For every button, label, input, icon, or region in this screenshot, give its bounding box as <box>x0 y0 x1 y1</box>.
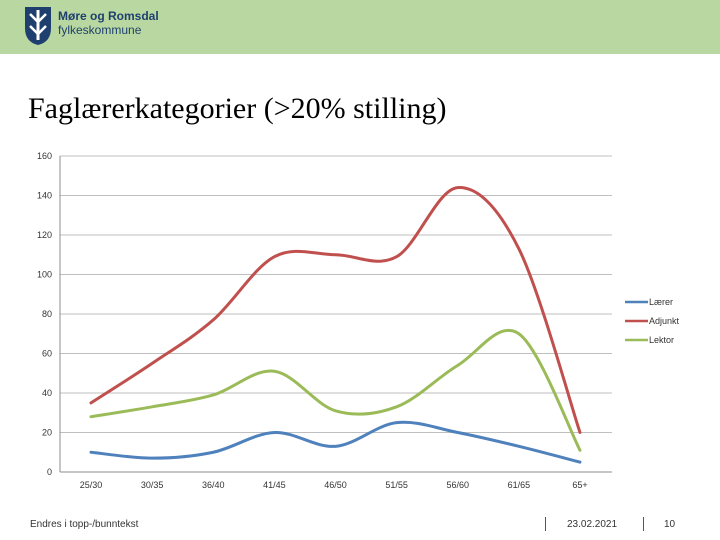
x-tick-label: 61/65 <box>508 480 531 490</box>
data-point <box>90 415 92 418</box>
data-point <box>456 431 459 434</box>
data-point <box>518 332 520 335</box>
data-point <box>90 402 92 404</box>
series-line-0 <box>89 420 582 464</box>
x-tick-label: 56/60 <box>446 480 469 490</box>
y-tick-label: 0 <box>47 467 52 477</box>
page-number: 10 <box>664 519 676 530</box>
data-point <box>518 248 520 250</box>
data-point <box>334 445 337 448</box>
y-tick-label: 40 <box>42 388 52 398</box>
line-chart: 0 20 40 60 80 100 120 140 160 25/30 30/35 36/40 41/4… <box>37 151 680 490</box>
y-tick-label: 60 <box>42 349 52 359</box>
data-point <box>334 409 337 412</box>
organization-name-line2: fylkeskommune <box>58 23 142 37</box>
x-tick-label: 46/50 <box>324 480 347 490</box>
y-tick-label: 160 <box>37 151 52 161</box>
data-point <box>579 461 581 463</box>
data-point <box>395 406 398 408</box>
x-tick-label: 30/35 <box>141 480 164 490</box>
data-point <box>579 431 581 434</box>
data-point <box>456 186 459 189</box>
legend-label: Lærer <box>649 297 673 307</box>
y-tick-label: 120 <box>37 230 52 240</box>
series-line-1 <box>89 186 582 434</box>
data-point <box>518 445 520 448</box>
x-tick-label: 25/30 <box>80 480 103 490</box>
organization-name-line1: Møre og Romsdal <box>58 9 159 23</box>
data-point <box>90 451 92 454</box>
footer-divider <box>545 517 546 531</box>
data-point <box>395 421 398 424</box>
organization-name: Møre og Romsdal fylkeskommune <box>58 9 159 37</box>
y-tick-label: 80 <box>42 309 52 319</box>
footer-divider <box>643 517 644 531</box>
data-point <box>273 431 276 434</box>
y-tick-label: 20 <box>42 428 52 438</box>
data-point <box>212 394 215 396</box>
y-tick-label: 100 <box>37 270 52 280</box>
data-point <box>151 406 153 408</box>
data-point <box>456 364 459 367</box>
header-bar: Møre og Romsdal fylkeskommune <box>0 0 720 54</box>
x-tick-label: 36/40 <box>202 480 225 490</box>
data-point <box>212 451 215 454</box>
y-tick-label: 140 <box>37 191 52 201</box>
data-point <box>579 449 581 452</box>
data-point <box>273 255 276 258</box>
x-tick-label: 41/45 <box>263 480 286 490</box>
x-tick-label: 65+ <box>572 480 587 490</box>
x-tick-label: 51/55 <box>385 480 408 490</box>
footer-date: 23.02.2021 <box>567 519 618 530</box>
coat-of-arms-icon <box>25 7 51 45</box>
legend-label: Lektor <box>649 335 674 345</box>
data-point <box>334 253 337 256</box>
legend-label: Adjunkt <box>649 316 680 326</box>
data-point <box>273 370 276 373</box>
footer-text: Endres i topp-/bunntekst <box>30 519 139 530</box>
data-point <box>395 255 398 258</box>
data-point <box>212 319 215 321</box>
data-point <box>151 362 153 365</box>
slide-title: Faglærerkategorier (>20% stilling) <box>28 92 447 125</box>
data-point <box>151 457 153 459</box>
